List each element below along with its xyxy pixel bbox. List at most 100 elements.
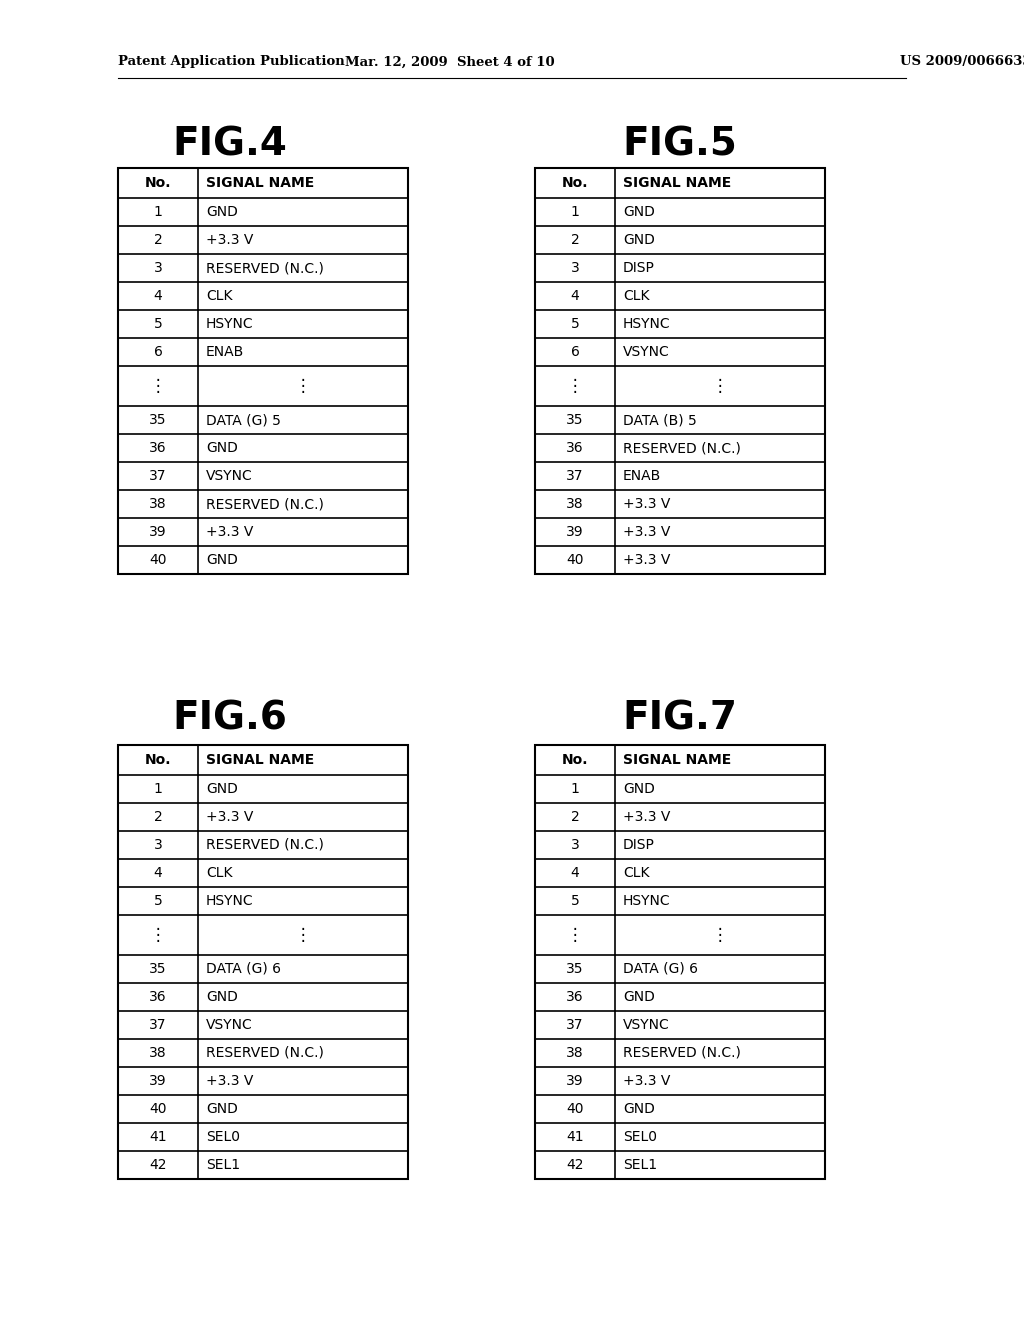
Text: 3: 3	[570, 261, 580, 275]
Text: Mar. 12, 2009  Sheet 4 of 10: Mar. 12, 2009 Sheet 4 of 10	[345, 55, 555, 69]
Text: +3.3 V: +3.3 V	[206, 234, 253, 247]
Text: SIGNAL NAME: SIGNAL NAME	[206, 752, 314, 767]
Text: +3.3 V: +3.3 V	[623, 553, 671, 568]
Text: 35: 35	[566, 413, 584, 426]
Text: ⋮: ⋮	[712, 378, 728, 395]
Text: 39: 39	[150, 525, 167, 539]
Text: 41: 41	[566, 1130, 584, 1144]
Text: US 2009/0066633 A1: US 2009/0066633 A1	[900, 55, 1024, 69]
Bar	[118, 168, 408, 574]
Text: 1: 1	[570, 781, 580, 796]
Text: 39: 39	[566, 1074, 584, 1088]
Text: 3: 3	[570, 838, 580, 851]
Text: ⋮: ⋮	[295, 927, 311, 944]
Text: GND: GND	[206, 553, 238, 568]
Text: GND: GND	[623, 205, 655, 219]
Text: GND: GND	[206, 1102, 238, 1115]
Text: 35: 35	[150, 413, 167, 426]
Text: 5: 5	[570, 317, 580, 331]
Text: 6: 6	[570, 345, 580, 359]
Text: 2: 2	[570, 234, 580, 247]
Text: 40: 40	[150, 1102, 167, 1115]
Text: VSYNC: VSYNC	[623, 345, 670, 359]
Text: 5: 5	[570, 894, 580, 908]
Text: 42: 42	[566, 1158, 584, 1172]
Text: RESERVED (N.C.): RESERVED (N.C.)	[206, 1045, 324, 1060]
Bar	[535, 168, 825, 574]
Text: +3.3 V: +3.3 V	[206, 810, 253, 824]
Text: SEL0: SEL0	[206, 1130, 240, 1144]
Text: GND: GND	[623, 1102, 655, 1115]
Text: 41: 41	[150, 1130, 167, 1144]
Text: GND: GND	[623, 234, 655, 247]
Text: No.: No.	[562, 176, 588, 190]
Text: VSYNC: VSYNC	[206, 1018, 253, 1032]
Text: CLK: CLK	[623, 866, 649, 880]
Text: No.: No.	[562, 752, 588, 767]
Text: 40: 40	[566, 1102, 584, 1115]
Text: 38: 38	[566, 1045, 584, 1060]
Text: 4: 4	[154, 866, 163, 880]
Text: ⋮: ⋮	[712, 927, 728, 944]
Text: ⋮: ⋮	[150, 927, 166, 944]
Text: CLK: CLK	[623, 289, 649, 304]
Text: HSYNC: HSYNC	[206, 317, 254, 331]
Text: 3: 3	[154, 838, 163, 851]
Text: FIG.5: FIG.5	[623, 125, 737, 162]
Text: 4: 4	[570, 866, 580, 880]
Bar	[535, 744, 825, 1179]
Text: RESERVED (N.C.): RESERVED (N.C.)	[623, 1045, 741, 1060]
Text: SIGNAL NAME: SIGNAL NAME	[623, 176, 731, 190]
Text: RESERVED (N.C.): RESERVED (N.C.)	[206, 498, 324, 511]
Text: 4: 4	[154, 289, 163, 304]
Text: DISP: DISP	[623, 838, 655, 851]
Text: SEL1: SEL1	[206, 1158, 240, 1172]
Text: RESERVED (N.C.): RESERVED (N.C.)	[623, 441, 741, 455]
Text: DISP: DISP	[623, 261, 655, 275]
Text: 39: 39	[150, 1074, 167, 1088]
Text: 36: 36	[150, 990, 167, 1005]
Text: +3.3 V: +3.3 V	[206, 525, 253, 539]
Text: 1: 1	[154, 781, 163, 796]
Text: FIG.6: FIG.6	[173, 700, 288, 738]
Text: ⋮: ⋮	[566, 927, 584, 944]
Text: CLK: CLK	[206, 289, 232, 304]
Text: SIGNAL NAME: SIGNAL NAME	[206, 176, 314, 190]
Text: 3: 3	[154, 261, 163, 275]
Text: 35: 35	[150, 962, 167, 975]
Bar	[118, 744, 408, 1179]
Text: 5: 5	[154, 317, 163, 331]
Text: SEL1: SEL1	[623, 1158, 657, 1172]
Text: +3.3 V: +3.3 V	[623, 525, 671, 539]
Text: Patent Application Publication: Patent Application Publication	[118, 55, 345, 69]
Text: +3.3 V: +3.3 V	[623, 1074, 671, 1088]
Text: FIG.7: FIG.7	[623, 700, 737, 738]
Text: 40: 40	[566, 553, 584, 568]
Text: ⋮: ⋮	[295, 378, 311, 395]
Text: DATA (G) 6: DATA (G) 6	[623, 962, 698, 975]
Text: DATA (B) 5: DATA (B) 5	[623, 413, 696, 426]
Text: No.: No.	[144, 752, 171, 767]
Text: No.: No.	[144, 176, 171, 190]
Text: 2: 2	[154, 234, 163, 247]
Text: +3.3 V: +3.3 V	[623, 810, 671, 824]
Text: 40: 40	[150, 553, 167, 568]
Text: 36: 36	[150, 441, 167, 455]
Text: DATA (G) 5: DATA (G) 5	[206, 413, 281, 426]
Text: 37: 37	[150, 469, 167, 483]
Text: DATA (G) 6: DATA (G) 6	[206, 962, 281, 975]
Text: 1: 1	[154, 205, 163, 219]
Text: +3.3 V: +3.3 V	[206, 1074, 253, 1088]
Text: 37: 37	[566, 469, 584, 483]
Text: 36: 36	[566, 441, 584, 455]
Text: 37: 37	[566, 1018, 584, 1032]
Text: HSYNC: HSYNC	[206, 894, 254, 908]
Text: +3.3 V: +3.3 V	[623, 498, 671, 511]
Text: VSYNC: VSYNC	[206, 469, 253, 483]
Text: 36: 36	[566, 990, 584, 1005]
Text: 37: 37	[150, 1018, 167, 1032]
Text: VSYNC: VSYNC	[623, 1018, 670, 1032]
Text: GND: GND	[206, 781, 238, 796]
Text: 1: 1	[570, 205, 580, 219]
Text: GND: GND	[206, 205, 238, 219]
